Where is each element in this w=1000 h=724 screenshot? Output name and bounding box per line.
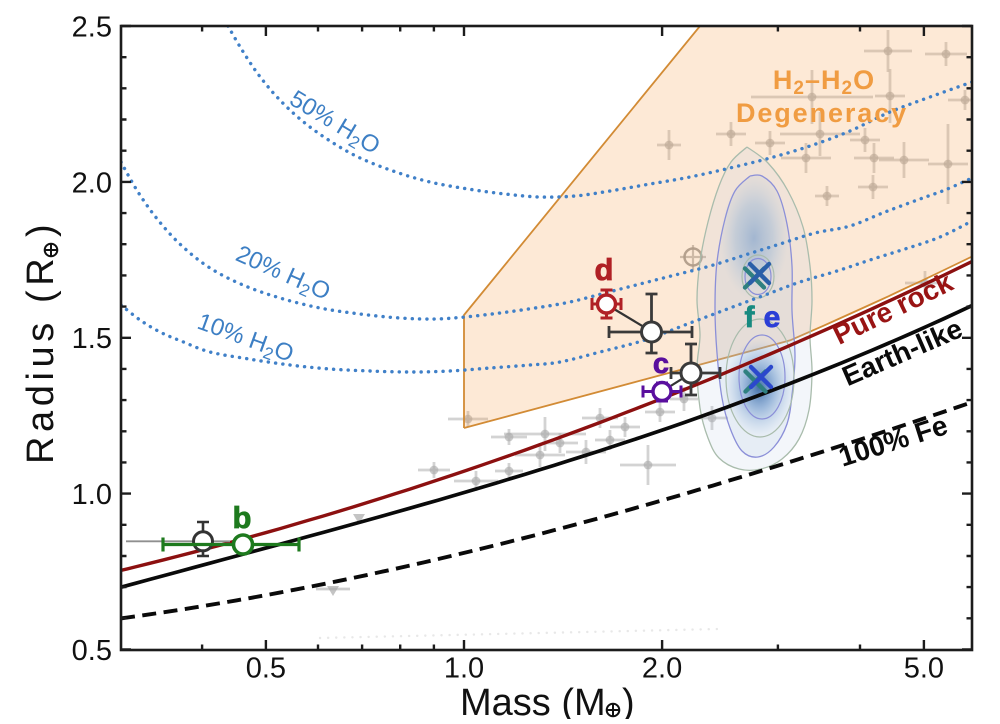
- svg-text:1.0: 1.0: [444, 653, 484, 685]
- svg-text:2.0: 2.0: [72, 167, 112, 199]
- svg-text:): ): [622, 682, 635, 719]
- svg-text:0.5: 0.5: [246, 653, 286, 685]
- svg-text:f: f: [745, 301, 756, 334]
- svg-text:Radius (R: Radius (R: [20, 254, 62, 464]
- svg-text:c: c: [653, 348, 669, 380]
- svg-text:0.5: 0.5: [72, 635, 112, 667]
- svg-text:b: b: [233, 500, 252, 535]
- svg-text:1.5: 1.5: [72, 323, 112, 355]
- svg-text:5.0: 5.0: [904, 653, 944, 685]
- svg-text:): ): [20, 224, 62, 237]
- svg-text:e: e: [764, 301, 781, 334]
- svg-text:Mass (M: Mass (M: [460, 682, 606, 719]
- svg-text:d: d: [595, 252, 614, 287]
- svg-text:1.0: 1.0: [72, 479, 112, 511]
- svg-text:2.5: 2.5: [72, 12, 112, 44]
- svg-text:H2–H2O: H2–H2O: [773, 65, 875, 99]
- svg-text:Degeneracy: Degeneracy: [736, 98, 908, 128]
- svg-text:2.0: 2.0: [642, 653, 682, 685]
